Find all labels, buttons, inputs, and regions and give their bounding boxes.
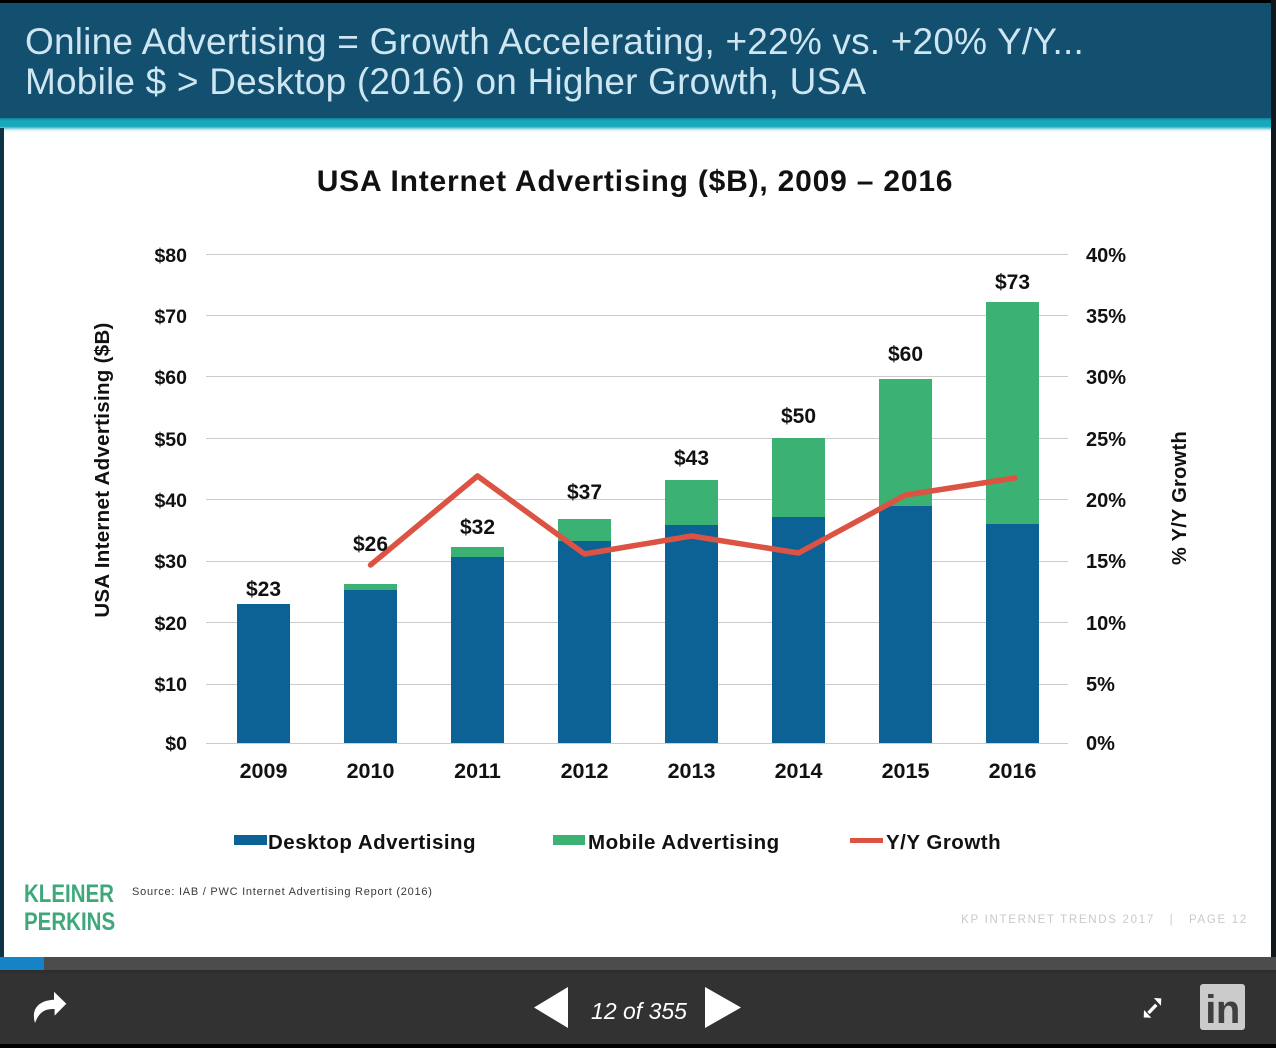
svg-text:$43: $43 (674, 447, 709, 470)
svg-text:$60: $60 (888, 343, 923, 366)
svg-text:$26: $26 (353, 533, 388, 556)
svg-text:Y/Y Growth: Y/Y Growth (886, 831, 1001, 854)
svg-text:35%: 35% (1086, 306, 1126, 328)
svg-text:30%: 30% (1086, 367, 1126, 389)
svg-text:40%: 40% (1086, 245, 1126, 267)
svg-text:2016: 2016 (989, 759, 1037, 783)
svg-text:2015: 2015 (882, 759, 930, 783)
svg-text:15%: 15% (1086, 551, 1126, 573)
svg-text:$30: $30 (154, 551, 187, 573)
svg-text:$73: $73 (995, 271, 1030, 294)
svg-text:USA Internet Advertising ($B),: USA Internet Advertising ($B), 2009 – 20… (317, 165, 954, 198)
svg-text:$0: $0 (165, 733, 187, 755)
svg-text:$10: $10 (154, 674, 187, 696)
svg-text:20%: 20% (1086, 490, 1126, 512)
svg-text:$70: $70 (154, 306, 187, 328)
svg-text:2009: 2009 (240, 759, 288, 783)
svg-text:$37: $37 (567, 481, 602, 504)
svg-text:$20: $20 (154, 613, 187, 635)
svg-text:0%: 0% (1086, 733, 1115, 755)
svg-text:$40: $40 (154, 490, 187, 512)
svg-text:$50: $50 (154, 429, 187, 451)
svg-text:10%: 10% (1086, 613, 1126, 635)
svg-text:$32: $32 (460, 516, 495, 539)
svg-text:Mobile Advertising: Mobile Advertising (588, 831, 780, 854)
svg-text:2013: 2013 (668, 759, 716, 783)
svg-text:$60: $60 (154, 367, 187, 389)
svg-text:25%: 25% (1086, 429, 1126, 451)
svg-text:% Y/Y Growth: % Y/Y Growth (1169, 431, 1191, 565)
svg-text:USA Internet Advertising ($B): USA Internet Advertising ($B) (91, 322, 114, 617)
svg-text:2010: 2010 (347, 759, 395, 783)
svg-text:2012: 2012 (561, 759, 609, 783)
svg-text:2011: 2011 (454, 759, 501, 783)
svg-text:$80: $80 (154, 245, 187, 267)
svg-text:Desktop Advertising: Desktop Advertising (268, 831, 476, 854)
svg-text:5%: 5% (1086, 674, 1115, 696)
svg-text:$23: $23 (246, 578, 281, 601)
svg-text:2014: 2014 (775, 759, 823, 783)
svg-text:$50: $50 (781, 405, 816, 428)
